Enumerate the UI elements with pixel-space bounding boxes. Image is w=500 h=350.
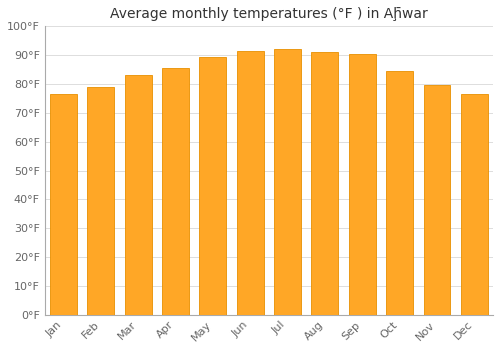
Bar xyxy=(88,87,114,315)
Bar xyxy=(124,75,152,315)
Bar xyxy=(236,51,264,315)
Bar xyxy=(424,85,450,315)
Bar xyxy=(386,71,413,315)
Bar xyxy=(50,94,77,315)
Bar xyxy=(349,54,376,315)
Bar xyxy=(162,68,189,315)
Bar xyxy=(461,94,488,315)
Bar xyxy=(274,49,301,315)
Bar xyxy=(312,52,338,315)
Title: Average monthly temperatures (°F ) in Aḩ̄war: Average monthly temperatures (°F ) in Aḩ… xyxy=(110,7,428,21)
Bar xyxy=(200,57,226,315)
